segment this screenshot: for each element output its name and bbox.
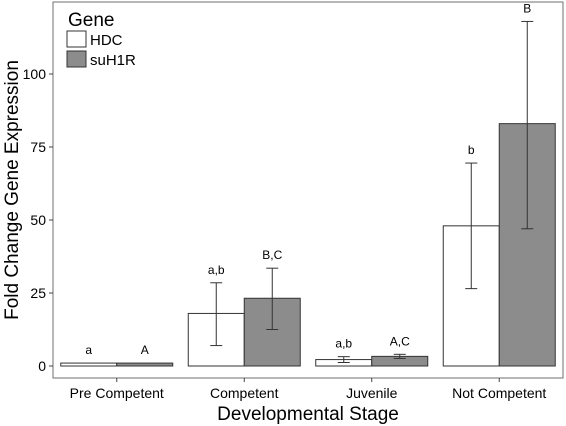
y-tick-label: 0 bbox=[38, 358, 46, 374]
significance-label: B bbox=[523, 1, 531, 15]
legend-title: Gene bbox=[68, 10, 114, 31]
legend-label-suh1r: suH1R bbox=[90, 52, 136, 69]
legend: Gene HDC suH1R bbox=[66, 10, 136, 69]
bar-hdc bbox=[60, 362, 118, 367]
significance-label: a bbox=[85, 343, 92, 357]
bar-suh1r bbox=[116, 362, 174, 367]
x-tick-label: Pre Competent bbox=[70, 385, 164, 401]
x-tick-label: Juvenile bbox=[346, 385, 398, 401]
bars-layer bbox=[60, 123, 556, 367]
y-axis-title: Fold Change Gene Expression bbox=[2, 60, 23, 320]
y-tick-label: 25 bbox=[30, 285, 46, 301]
x-axis-title: Developmental Stage bbox=[217, 404, 399, 425]
y-tick-label: 50 bbox=[30, 212, 46, 228]
x-tick-label: Competent bbox=[210, 385, 279, 401]
significance-label: a,b bbox=[208, 263, 225, 277]
significance-label: B,C bbox=[262, 248, 282, 262]
significance-label: A,C bbox=[390, 334, 410, 348]
y-tick-label: 75 bbox=[30, 139, 46, 155]
y-tick-label: 100 bbox=[23, 66, 47, 82]
legend-key-hdc bbox=[66, 30, 87, 48]
x-tick-label: Not Competent bbox=[452, 385, 546, 401]
error-bars-layer bbox=[210, 20, 534, 363]
legend-label-hdc: HDC bbox=[90, 32, 123, 49]
significance-labels-layer: a Aa,b B,C a,b A,C b B bbox=[85, 1, 531, 357]
significance-label: a,b bbox=[335, 337, 352, 351]
significance-label: b bbox=[468, 143, 475, 157]
y-axis: 0 25 50 75 100 bbox=[23, 66, 53, 374]
significance-label: A bbox=[141, 343, 149, 357]
x-axis: Pre Competent Competent Juvenile Not Compet… bbox=[70, 378, 546, 401]
legend-key-suh1r bbox=[66, 50, 87, 68]
